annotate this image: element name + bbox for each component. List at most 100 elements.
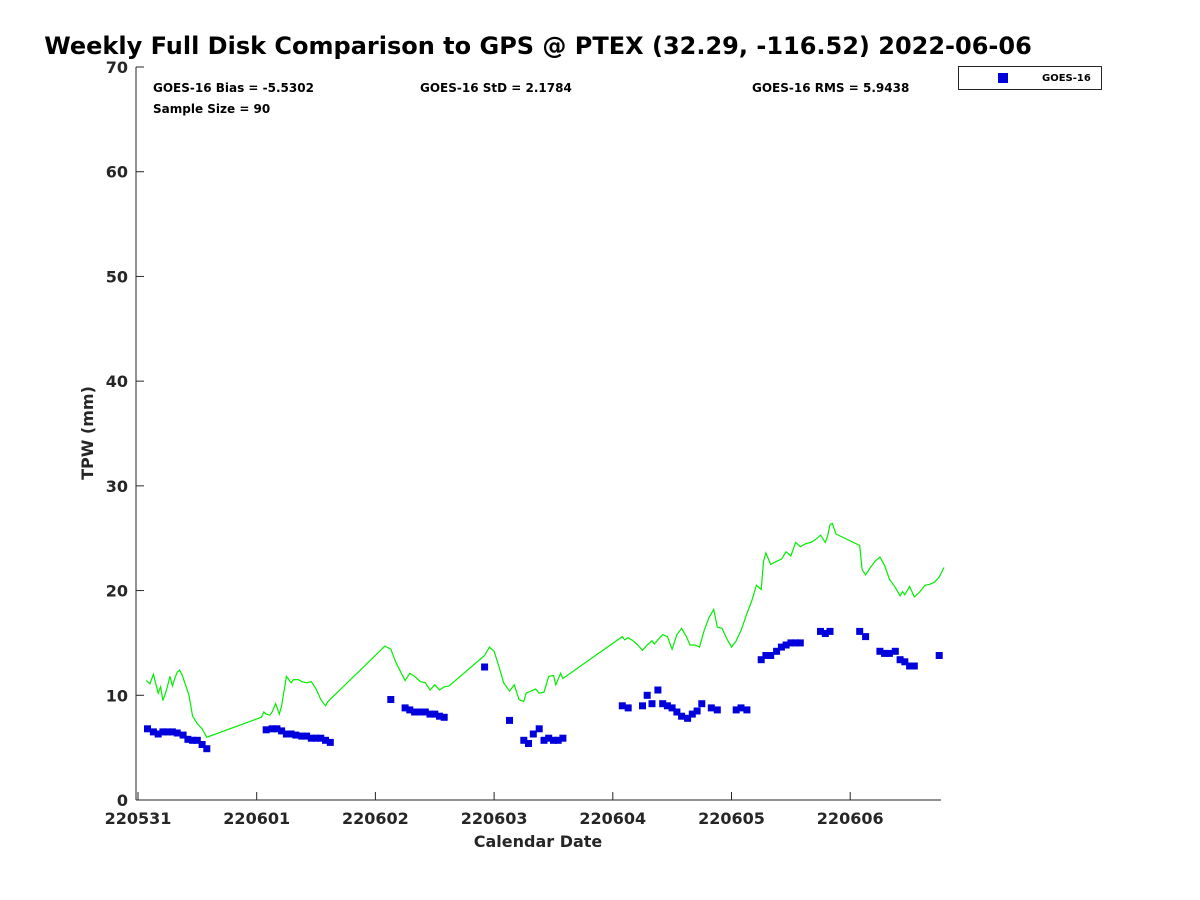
goes-data-point [554,736,562,744]
goes-data-point [326,738,334,746]
goes-data-point [659,700,667,708]
legend-box [958,66,1102,90]
goes-data-point [777,643,785,651]
goes-data-point [688,710,696,718]
x-tick-label: 220602 [342,809,409,828]
goes-data-point [144,725,151,733]
legend-goes-marker [998,73,1008,83]
bias-stat: GOES-16 Bias = -5.5302 [153,81,314,95]
goes-data-point [906,662,914,670]
goes-data-point [426,710,434,718]
goes-data-point [317,734,325,742]
goes-data-point [713,706,721,714]
goes-data-point [525,740,532,747]
goes-data-point [545,734,553,742]
goes-data-point [481,663,489,671]
goes-data-point [322,736,329,744]
goes-data-point [698,700,706,708]
goes-data-point [436,712,443,720]
goes-data-point [821,630,829,637]
gps-series-line [145,522,945,738]
goes-data-point [618,702,626,710]
y-tick-label: 40 [106,372,128,391]
goes-data-point [431,710,439,718]
goes-data-point [173,729,181,737]
y-axis-ticks: 0 10 20 30 40 50 60 70 [106,58,144,810]
goes-data-point [411,708,419,716]
goes-data-point [559,734,567,742]
goes-data-point [796,639,804,647]
goes-data-point [885,649,893,657]
y-tick-label: 30 [106,477,128,496]
goes-data-point [876,647,884,655]
goes-data-point [826,627,834,635]
goes-data-point [881,649,889,657]
goes-data-point [198,741,206,748]
goes-data-point [862,633,870,641]
goes-data-point [273,725,281,733]
goes-data-point [417,708,424,716]
std-stat: GOES-16 StD = 2.1784 [420,81,572,95]
goes-data-point [278,727,286,735]
goes-data-point [154,730,162,738]
y-tick-label: 60 [106,163,128,182]
goes-data-point [668,704,676,712]
goes-data-point [506,716,513,724]
x-tick-label: 220604 [579,809,646,828]
y-tick-label: 10 [106,686,128,705]
plot-background [136,67,941,800]
goes-data-point [149,728,157,736]
goes-data-point [262,726,270,734]
goes-data-point [707,704,715,712]
goes-data-point [648,700,656,708]
goes-data-point [401,704,409,712]
goes-data-point [684,714,692,722]
gps-line-layer [145,522,945,738]
y-tick-label: 50 [106,267,128,286]
chart-title: Weekly Full Disk Comparison to GPS @ PTE… [44,32,1032,60]
goes-data-point [292,731,300,739]
goes-data-point [406,706,414,714]
legend-goes-label: GOES-16 [1042,73,1091,84]
goes-data-point [535,725,543,733]
goes-data-point [168,728,176,736]
goes-data-point [773,647,781,655]
goes-data-point [387,696,395,703]
goes-data-point [762,652,770,659]
goes-data-point [550,736,557,744]
goes-data-point [693,707,701,715]
goes-data-point [663,702,671,710]
y-tick-label: 0 [117,791,128,810]
goes-data-point [743,706,751,714]
goes-data-point [856,627,864,635]
x-tick-label: 220603 [461,809,528,828]
statistics-annotations: GOES-16 Bias = -5.5302 GOES-16 StD = 2.1… [153,81,909,116]
sample-size-stat: Sample Size = 90 [153,102,270,116]
goes-data-point [520,736,528,744]
goes-data-point [282,730,290,738]
goes-data-point [164,728,172,736]
goes-data-point [901,658,909,666]
goes-data-point [782,641,790,649]
goes-data-point [737,704,745,712]
goes-data-point [159,728,167,736]
x-axis-label: Calendar Date [474,832,603,851]
goes-data-point [639,702,646,710]
goes-data-point [179,731,187,739]
goes-data-point [817,627,824,635]
x-tick-label: 220605 [698,809,765,828]
goes-data-point [792,639,800,647]
goes-data-point [678,712,686,720]
x-axis-ticks: 220531 220601 220602 220603 220604 220605 2206… [105,792,884,828]
goes-data-point [203,745,211,753]
goes-data-point [268,725,276,733]
goes-data-point [312,734,320,742]
goes-data-point [184,735,192,743]
goes-data-point [910,662,918,670]
goes-data-point [193,736,201,744]
goes-data-point [673,708,681,716]
plot-area [135,67,945,801]
x-tick-label: 220531 [105,809,172,828]
goes-data-point [643,691,651,699]
